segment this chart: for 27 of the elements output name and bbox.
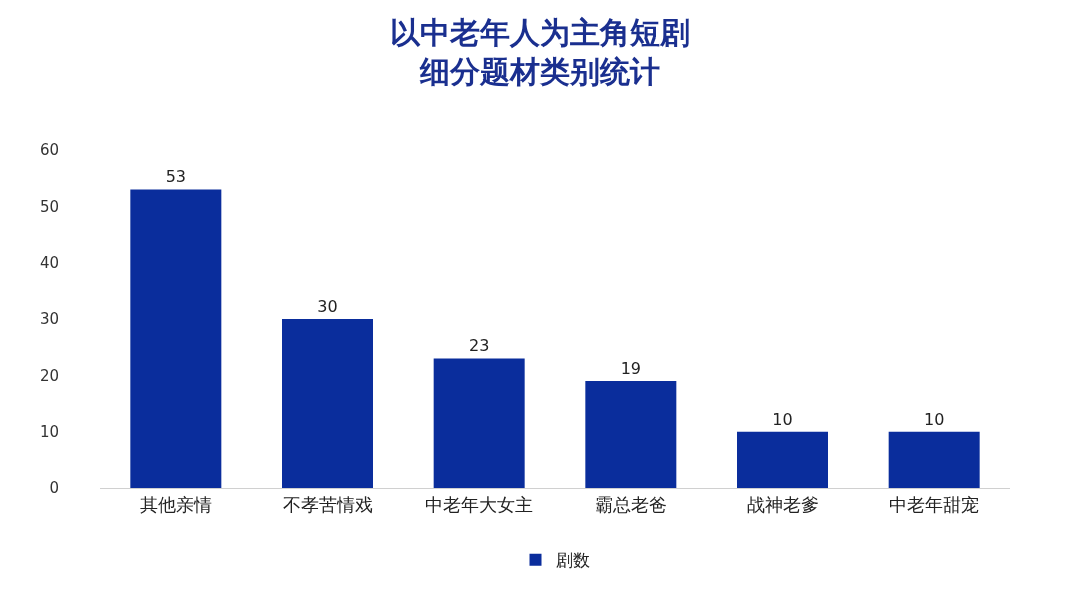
- y-tick-label: 20: [39, 366, 59, 385]
- y-tick-label: 60: [39, 141, 59, 160]
- data-label: 23: [468, 336, 490, 356]
- bar: [130, 189, 222, 488]
- y-tick-label: 50: [39, 197, 59, 216]
- chart-title: 以中老年人为主角短剧细分题材类别统计: [390, 14, 690, 89]
- bar: [888, 431, 980, 488]
- data-label: 10: [923, 409, 945, 429]
- x-tick-label: 战神老爹: [746, 493, 819, 515]
- data-label: 53: [165, 167, 187, 187]
- bar: [433, 358, 525, 488]
- y-tick-label: 0: [49, 479, 59, 498]
- y-tick-label: 30: [39, 310, 59, 329]
- y-tick-label: 40: [39, 253, 59, 272]
- bar: [737, 431, 828, 488]
- y-tick-label: 10: [39, 422, 59, 441]
- bar: [585, 380, 677, 488]
- bar: [282, 319, 373, 488]
- data-label: 19: [620, 358, 642, 378]
- data-label: 10: [772, 409, 793, 429]
- x-tick-label: 霸总老爸: [594, 493, 667, 515]
- x-tick-label: 中老年大女主: [425, 493, 534, 515]
- x-tick-label: 中老年甜宠: [889, 493, 980, 515]
- data-label: 30: [317, 297, 338, 316]
- legend-label: 剧数: [555, 550, 590, 571]
- x-tick-label: 不孝苦情戏: [282, 493, 373, 515]
- x-tick-label: 其他亲情: [139, 493, 212, 515]
